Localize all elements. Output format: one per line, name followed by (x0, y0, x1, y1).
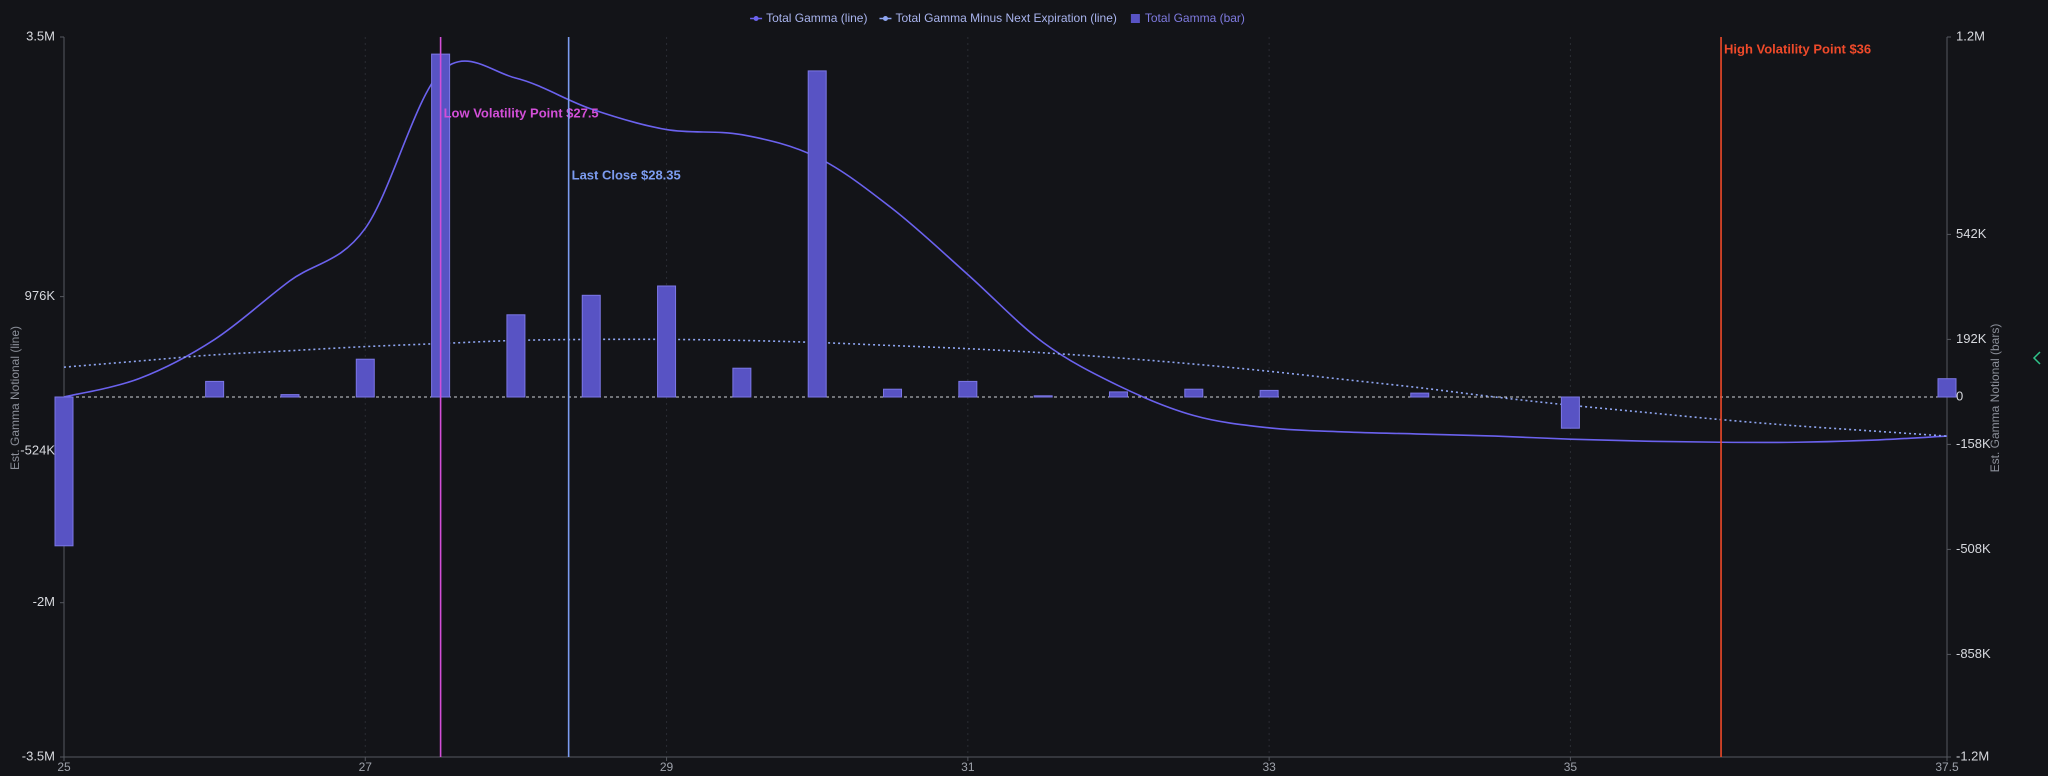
legend-label: Total Gamma (bar) (1145, 11, 1245, 25)
y-tick-label: -3.5M (22, 748, 55, 763)
x-tick-label: 25 (57, 760, 71, 774)
y2-axis-title: Est. Gamma Notional (bars) (1988, 324, 2002, 473)
x-tick-label: 33 (1262, 760, 1276, 774)
bar (205, 380, 225, 398)
y2-tick-label: 192K (1956, 331, 1987, 346)
y-tick-label: 976K (25, 288, 56, 303)
side-toggle[interactable] (2032, 351, 2041, 365)
y2-tick-label: 542K (1956, 226, 1987, 241)
legend-item[interactable]: Total Gamma (line) (750, 11, 867, 25)
y2-tick-label: -508K (1956, 541, 1991, 556)
bar (1259, 389, 1279, 398)
bar (280, 394, 300, 398)
bar (1560, 396, 1580, 429)
bar (1108, 391, 1128, 398)
bar (807, 70, 827, 398)
legend-marker (882, 16, 888, 21)
y-tick-label: -2M (33, 594, 55, 609)
bar (1937, 378, 1957, 398)
bar (883, 388, 903, 398)
x-tick-label: 27 (359, 760, 373, 774)
y-tick-label: -524K (20, 442, 55, 457)
legend: Total Gamma (line) Total Gamma Minus Next… (750, 11, 1245, 25)
bar (657, 285, 677, 398)
y2-tick-label: -858K (1956, 646, 1991, 661)
legend-swatch (1130, 14, 1140, 23)
line-series (63, 60, 1948, 444)
x-tick-label: 29 (660, 760, 674, 774)
legend-item[interactable]: Total Gamma Minus Next Expiration (line) (879, 11, 1117, 25)
legend-label: Total Gamma (line) (766, 11, 867, 25)
y2-tick-label: 0 (1956, 388, 1963, 403)
bar (1410, 392, 1430, 398)
y2-tick-label: -1.2M (1956, 748, 1989, 763)
legend-marker (753, 16, 759, 21)
bar (732, 367, 752, 398)
annotation-label: Last Close $28.35 (572, 167, 681, 182)
y2-tick-label: 1.2M (1956, 28, 1985, 43)
x-tick-label: 35 (1564, 760, 1578, 774)
bar (958, 380, 978, 398)
bar (54, 396, 74, 547)
annotation-label: High Volatility Point $36 (1724, 41, 1871, 56)
x-tick-label: 31 (961, 760, 975, 774)
bar (1184, 388, 1204, 398)
legend-item[interactable]: Total Gamma (bar) (1130, 11, 1245, 25)
x-tick-label: 37.5 (1935, 760, 1959, 774)
annotation-label: Low Volatility Point $27.5 (444, 105, 599, 120)
bar (581, 294, 601, 398)
y-tick-label: 3.5M (26, 28, 55, 43)
y2-tick-label: -158K (1956, 436, 1991, 451)
legend-label: Total Gamma Minus Next Expiration (line) (895, 11, 1116, 25)
y-axis-title: Est. Gamma Notional (line) (8, 326, 22, 470)
bar (355, 358, 375, 398)
bar (506, 314, 526, 398)
bar (1033, 395, 1053, 398)
